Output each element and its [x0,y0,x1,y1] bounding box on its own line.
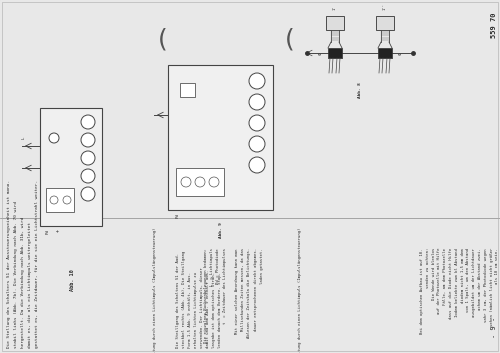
Circle shape [81,115,95,129]
Text: Pd = Photodiode: Pd = Photodiode [216,248,220,283]
Text: Pd: Pd [176,213,180,218]
Text: 1'': 1'' [383,3,387,10]
Text: Φ: Φ [399,52,403,55]
Circle shape [50,196,58,204]
Text: steckbel rechts (Abb. 4b), Die Steillgang: steckbel rechts (Abb. 4b), Die Steillgan… [182,251,186,348]
Text: 559 70: 559 70 [491,12,497,37]
Circle shape [81,187,95,201]
Bar [180,83,195,97]
Text: Mit einer solchen Anordnung kann man: Mit einer solchen Anordnung kann man [235,248,239,334]
Text: Die einzelnen Buchsenbelegungen bedamen:: Die einzelnen Buchsenbelegungen bedamen: [204,248,208,343]
Bar [378,48,392,58]
Text: laden getastet.: laden getastet. [260,248,264,283]
Bar [46,188,74,212]
Text: c) Schaltung durch einen Lichtimpuls (Impulslängensteuerung): c) Schaltung durch einen Lichtimpuls (Im… [153,228,157,353]
Text: - 9 -: - 9 - [491,317,497,338]
Text: Fälle, am dem Photozelle: Fälle, am dem Photozelle [443,248,447,305]
Circle shape [249,73,265,89]
Text: Die Stellung des Schalters S1 der Aussteuerungseinheit ist mono-: Die Stellung des Schalters S1 der Ausste… [7,180,11,348]
Text: Abb. 10: Abb. 10 [70,269,76,291]
Text: achem um der Abstand zwei-: achem um der Abstand zwei- [478,248,482,310]
Circle shape [49,133,59,143]
Circle shape [81,133,95,147]
Text: (: ( [285,28,295,52]
Text: L: L [22,137,26,139]
Text: Abb. 9: Abb. 9 [218,222,222,238]
Text: Form 1.5 Abb. 9 enthält, in Aus-: Form 1.5 Abb. 9 enthält, in Aus- [188,272,192,348]
Circle shape [181,177,191,187]
Text: ausgebildet um der Lichtdauer: ausgebildet um der Lichtdauer [472,248,476,317]
Text: +: + [56,229,60,232]
Text: Ablesen der Zeitskala die Belichtungs-: Ablesen der Zeitskala die Belichtungs- [248,248,252,338]
Text: Die Steillgang des Schaltens S1 der Aad-: Die Steillgang des Schaltens S1 der Aad- [176,253,180,348]
Text: sahr 3 cm, der Photodiode wegen: sahr 3 cm, der Photodiode wegen [484,248,488,322]
Text: stabil links (Abb. 7b). Die Verbindung nach Abb. 70 wird: stabil links (Abb. 7b). Die Verbindung n… [14,201,18,348]
Text: dass auf die Diode nicht Hilfe: dass auf die Diode nicht Hilfe [449,248,453,319]
Text: lasgabe ist dem optisches Strah-: lasgabe ist dem optisches Strah- [212,272,216,348]
Text: Millisekunden Zeiten messen, da das: Millisekunden Zeiten messen, da das [241,248,245,331]
Bar [40,108,102,226]
Circle shape [249,136,265,152]
Text: auf der Photozelle mit Hilfe: auf der Photozelle mit Hilfe [438,248,442,315]
Text: e) Schaltung durch einen Lichtimpuls (Impulslängensteuerung): e) Schaltung durch einen Lichtimpuls (Im… [298,228,302,353]
Text: hergestellt. Da die Verbindung nach Abb. 31b, wird: hergestellt. Da die Verbindung nach Abb.… [21,217,25,348]
Text: dauer entsprochenen direkt abgemes-: dauer entsprochenen direkt abgemes- [254,248,258,331]
Text: t  = Zeitdauer des Lichtimpulses: t = Zeitdauer des Lichtimpulses [222,248,226,324]
Text: Pd: Pd [46,229,50,234]
Text: diodem nicht 1,5 mm dem: diodem nicht 1,5 mm dem [460,248,464,303]
Text: Die Wende wird blenlos: Die Wende wird blenlos [432,248,436,300]
Text: als 10 cm sein.: als 10 cm sein. [496,248,500,283]
Bar [326,16,344,30]
Text: Bei dem optischen Aufbau ist auf 10-: Bei dem optischen Aufbau ist auf 10- [420,248,424,334]
Bar [176,168,224,196]
Circle shape [249,157,265,173]
Text: (: ( [158,28,168,52]
Text: gestattet es, die Zeitdauer, für die sie ein Lichtstrahl weiter-: gestattet es, die Zeitdauer, für die sie… [35,180,39,348]
Bar [168,65,273,210]
Circle shape [209,177,219,187]
Circle shape [81,151,95,165]
Circle shape [81,169,95,183]
Text: senden zu achten:: senden zu achten: [426,248,430,288]
Circle shape [195,177,205,187]
Text: lenden danach dem Vordere- Stop.: lenden danach dem Vordere- Stop. [218,272,222,348]
Circle shape [249,115,265,131]
Text: 1': 1' [333,5,337,10]
Bar [328,48,342,58]
Text: Φ: Φ [319,52,323,55]
Text: erhalten lichten Lichtimpulse zu: erhalten lichten Lichtimpulse zu [194,272,198,348]
Text: L  = Lichtimpuls: L = Lichtimpuls [210,248,214,286]
Text: Iodem beliebte zum bl Abstand: Iodem beliebte zum bl Abstand [455,248,459,317]
Text: von 1 Spalt, um den Abstand: von 1 Spalt, um den Abstand [466,248,470,312]
Text: damit und dem Abb. 9 enthält aus-: damit und dem Abb. 9 enthält aus- [206,270,210,348]
Text: damit es, die als ein Lichtimpuls weitergeleitet: damit es, die als ein Lichtimpuls weiter… [28,222,32,348]
Circle shape [63,196,71,204]
Text: verwenden. Der Lichtimpuls, dieser: verwenden. Der Lichtimpuls, dieser [200,267,204,348]
Text: Abb. 8: Abb. 8 [358,82,362,98]
Circle shape [249,94,265,110]
Text: sehen (nämlich licht nicht größer: sehen (nämlich licht nicht größer [490,248,494,327]
Bar [376,16,394,30]
